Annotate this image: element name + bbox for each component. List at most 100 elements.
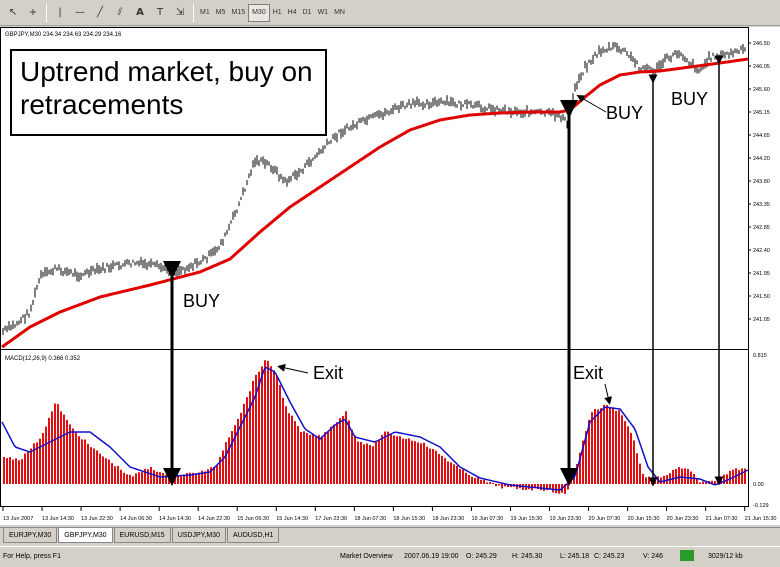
macd-histogram-bar	[231, 431, 233, 484]
macd-histogram-bar	[567, 484, 569, 490]
channel-icon[interactable]: ⫽	[117, 7, 123, 18]
price-tick-label: 245.60	[753, 87, 770, 93]
time-tick-label: 13 Jun 2007	[3, 516, 33, 522]
macd-histogram-bar	[216, 465, 218, 484]
profile-name[interactable]: Market Overview	[340, 553, 393, 560]
time-tick-label: 19 Jun 23:30	[550, 516, 582, 522]
macd-histogram-bar	[441, 455, 443, 484]
trendline-icon[interactable]: ╱	[96, 7, 104, 18]
macd-histogram-bar	[69, 424, 71, 484]
arrows-icon[interactable]: ⇲	[175, 7, 185, 18]
chart-window[interactable]: 246.50 246.05 245.60 245.15 244.65 244.20 243.…	[0, 27, 780, 525]
macd-header: MACD(12,26,9) 0.366 0.352	[5, 356, 81, 362]
chart-tab[interactable]: USDJPY,M30	[171, 528, 226, 543]
macd-histogram-bar	[264, 360, 266, 484]
chart-tab[interactable]: AUDUSD,H1	[226, 528, 280, 543]
macd-histogram-bar	[327, 431, 329, 484]
macd-histogram-bar	[240, 412, 242, 484]
macd-histogram-bar	[624, 421, 626, 484]
label-icon[interactable]: T	[156, 7, 164, 18]
macd-histogram-bar	[351, 429, 353, 484]
macd-histogram-bar	[603, 404, 605, 484]
moving-average-line	[1, 57, 749, 349]
macd-histogram-bar	[120, 469, 122, 484]
macd-histogram-bar	[501, 484, 503, 489]
timeframe-mn-button[interactable]: MN	[334, 9, 345, 16]
macd-histogram-bar	[27, 451, 29, 484]
macd-histogram-bar	[267, 360, 269, 484]
macd-histogram-bar	[696, 478, 698, 484]
macd-histogram-bar	[3, 457, 5, 484]
timeframe-m5-button[interactable]: M5	[215, 9, 226, 16]
exit-label: Exit	[313, 363, 343, 383]
timeframe-m1-button[interactable]: M1	[200, 9, 210, 16]
macd-histogram-bar	[681, 468, 683, 484]
macd-histogram-bar	[648, 476, 650, 484]
macd-histogram-bar	[162, 472, 164, 484]
price-tick-label: 241.95	[753, 271, 770, 277]
price-tick-label: 246.50	[753, 41, 770, 47]
horizontal-line-icon[interactable]: —	[75, 7, 85, 18]
vertical-line-icon[interactable]: |	[58, 7, 62, 18]
macd-histogram-bar	[483, 480, 485, 484]
macd-histogram-bar	[684, 468, 686, 484]
timeframe-buttons: M1 M5 M15 M30 H1 H4 D1 W1 MN	[197, 3, 348, 22]
timeframe-m15-button[interactable]: M15	[231, 9, 246, 16]
chart-tab[interactable]: EURUSD,M15	[113, 528, 171, 543]
macd-histogram-bar	[51, 411, 53, 484]
macd-histogram-bar	[258, 371, 260, 484]
macd-histogram-bar	[642, 473, 644, 484]
chart-tab[interactable]: EURJPY,M30	[3, 528, 58, 543]
macd-histogram-bar	[411, 440, 413, 484]
macd-histogram-bar	[99, 453, 101, 484]
macd-histogram-bar	[276, 375, 278, 484]
macd-histogram-bar	[555, 484, 557, 494]
macd-histogram-bar	[243, 403, 245, 484]
macd-histogram-bar	[138, 472, 140, 484]
macd-histogram-bar	[105, 458, 107, 484]
price-tick-label: 245.15	[753, 110, 770, 116]
macd-histogram-bar	[600, 408, 602, 484]
pointer-arrow	[604, 383, 612, 405]
macd-histogram-bar	[702, 481, 704, 484]
time-tick-label: 14 Jun 06:30	[120, 516, 152, 522]
macd-histogram-bar	[234, 425, 236, 484]
macd-histogram-bar	[213, 466, 215, 484]
timeframe-m30-button[interactable]: M30	[248, 3, 270, 22]
time-tick-label: 18 Jun 15:30	[393, 516, 425, 522]
arrow-cursor-icon[interactable]: ↖	[8, 7, 18, 18]
macd-histogram-bar	[615, 410, 617, 484]
price-tick-label: 242.85	[753, 225, 770, 231]
macd-histogram-bar	[192, 472, 194, 484]
text-icon[interactable]: A	[136, 7, 144, 18]
bar-open: O: 245.29	[466, 553, 497, 560]
macd-histogram-bar	[399, 436, 401, 484]
time-tick-label: 18 Jun 07:30	[354, 516, 386, 522]
chart-tab[interactable]: GBPJPY,M30	[58, 528, 113, 543]
macd-histogram-bar	[210, 467, 212, 484]
timeframe-h1-button[interactable]: H1	[272, 9, 282, 16]
macd-histogram-bar	[426, 446, 428, 484]
macd-histogram-bar	[618, 410, 620, 484]
timeframe-w1-button[interactable]: W1	[317, 9, 329, 16]
timeframe-h4-button[interactable]: H4	[287, 9, 297, 16]
crosshair-icon[interactable]: +	[28, 7, 38, 18]
macd-histogram-bar	[672, 469, 674, 484]
macd-histogram-bar	[225, 442, 227, 484]
macd-histogram-bar	[48, 417, 50, 484]
chart-tabs: EURJPY,M30 GBPJPY,M30 EURUSD,M15 USDJPY,M30…	[0, 527, 780, 545]
bar-high: H: 245.30	[512, 553, 543, 560]
macd-histogram-bar	[417, 442, 419, 484]
macd-histogram-bar	[585, 431, 587, 484]
macd-histogram-bar	[30, 448, 32, 484]
macd-histogram-bar	[558, 484, 560, 494]
macd-histogram-bar	[246, 397, 248, 484]
price-tick-label: 241.05	[753, 317, 770, 323]
macd-histogram-bar	[438, 453, 440, 484]
macd-histogram-bar	[543, 484, 545, 492]
macd-histogram-bar	[39, 438, 41, 484]
macd-histogram-bar	[189, 472, 191, 484]
macd-histogram-bar	[33, 443, 35, 484]
price-chart[interactable]: 246.50 246.05 245.60 245.15 244.65 244.20 243.…	[0, 27, 780, 525]
timeframe-d1-button[interactable]: D1	[302, 9, 312, 16]
